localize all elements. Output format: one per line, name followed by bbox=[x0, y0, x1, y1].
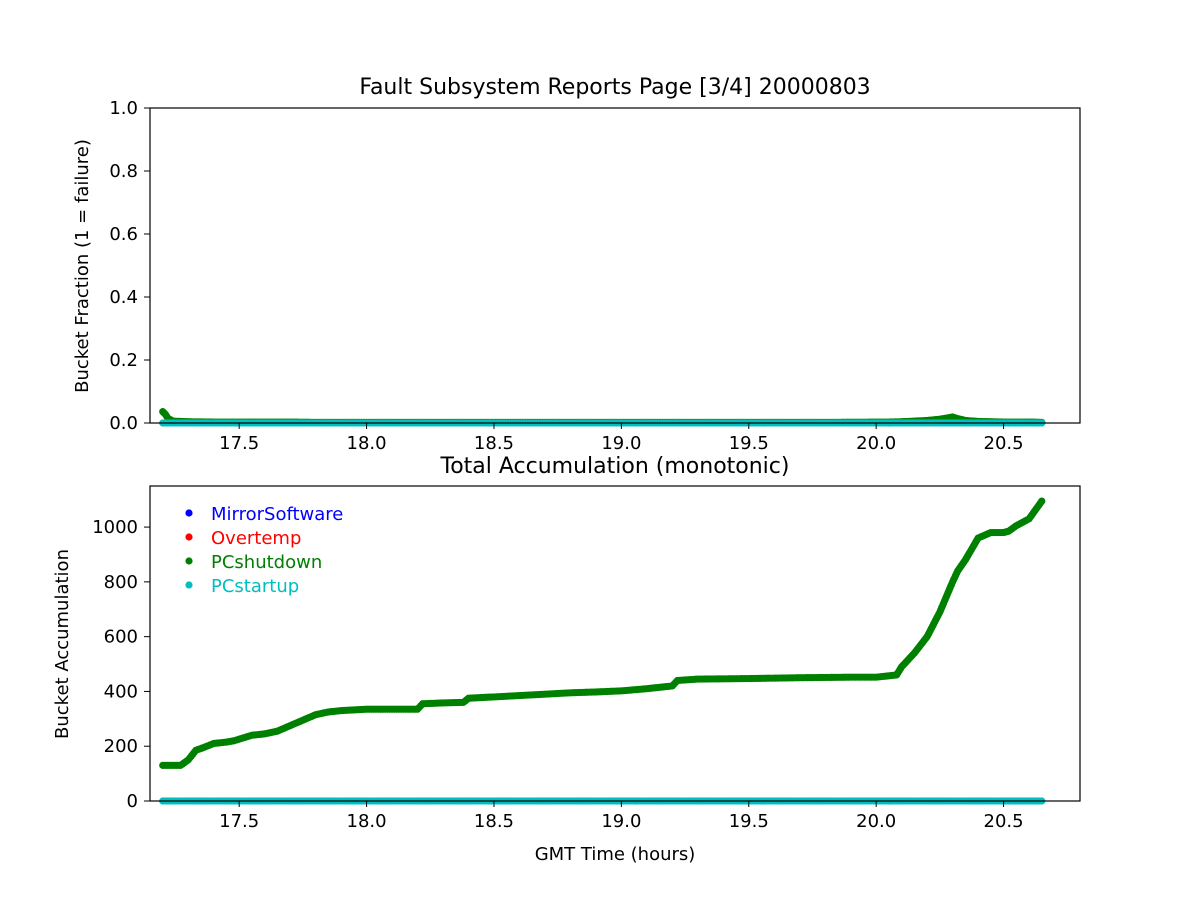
accumulation-chart-marks bbox=[159, 497, 1046, 805]
legend-label-pcstartup: PCstartup bbox=[211, 576, 299, 597]
y-tick-label: 1000 bbox=[92, 517, 138, 538]
y-tick-label: 0.2 bbox=[109, 350, 138, 371]
x-tick-label: 20.5 bbox=[984, 811, 1024, 832]
fraction-chart-axes: 17.5 18.0 18.5 19.0 19.5 20.0 20.5 0.0 0.2 0.4 0.6… bbox=[109, 98, 1023, 454]
accumulation-chart-xlabel: GMT Time (hours) bbox=[535, 844, 696, 865]
accumulation-chart-title: Total Accumulation (monotonic) bbox=[440, 454, 790, 479]
x-tick-label: 19.0 bbox=[601, 811, 641, 832]
y-tick-label: 800 bbox=[104, 572, 138, 593]
x-tick-label: 19.5 bbox=[729, 811, 769, 832]
fraction-chart-title: Fault Subsystem Reports Page [3/4] 20000… bbox=[359, 75, 870, 100]
x-tick-label: 20.5 bbox=[984, 433, 1024, 454]
legend-label-overtemp: Overtemp bbox=[211, 528, 301, 549]
accumulation-chart-legend: MirrorSoftware Overtemp PCshutdown PCstartu… bbox=[185, 504, 343, 597]
x-tick-label: 18.5 bbox=[474, 811, 514, 832]
accumulation-chart-ylabel: Bucket Accumulation bbox=[52, 549, 73, 739]
y-tick-label: 0.6 bbox=[109, 224, 138, 245]
accumulation-chart-frame bbox=[149, 485, 1081, 802]
legend-marker-overtemp bbox=[185, 533, 193, 541]
y-tick-label: 0.0 bbox=[109, 413, 138, 434]
x-tick-label: 20.0 bbox=[856, 433, 896, 454]
series-pcshutdown bbox=[159, 497, 1046, 769]
x-tick-label: 18.5 bbox=[474, 433, 514, 454]
legend-marker-pcshutdown bbox=[185, 557, 193, 565]
y-tick-label: 0 bbox=[127, 791, 138, 812]
legend-label-mirrorsoftware: MirrorSoftware bbox=[211, 504, 343, 525]
fraction-chart-frame bbox=[149, 107, 1081, 424]
legend-marker-pcstartup bbox=[185, 581, 193, 589]
x-tick-label: 17.5 bbox=[219, 433, 259, 454]
y-tick-label: 0.8 bbox=[109, 161, 138, 182]
y-tick-label: 0.4 bbox=[109, 287, 138, 308]
y-tick-label: 600 bbox=[104, 627, 138, 648]
fraction-chart: Fault Subsystem Reports Page [3/4] 20000… bbox=[72, 75, 1081, 454]
data-point bbox=[1038, 497, 1046, 505]
x-tick-label: 19.5 bbox=[729, 433, 769, 454]
fraction-chart-ylabel: Bucket Fraction (1 = failure) bbox=[72, 139, 93, 393]
fraction-chart-marks bbox=[159, 408, 1046, 427]
legend-label-pcshutdown: PCshutdown bbox=[211, 552, 322, 573]
y-tick-label: 200 bbox=[104, 736, 138, 757]
x-tick-label: 20.0 bbox=[856, 811, 896, 832]
x-tick-label: 17.5 bbox=[219, 811, 259, 832]
accumulation-chart-axes: 17.5 18.0 18.5 19.0 19.5 20.0 20.5 0 200 400 600 80… bbox=[92, 517, 1023, 832]
x-tick-label: 18.0 bbox=[347, 433, 387, 454]
accumulation-chart: Total Accumulation (monotonic) Bucket Ac… bbox=[52, 454, 1081, 865]
x-tick-label: 18.0 bbox=[347, 811, 387, 832]
legend-marker-mirrorsoftware bbox=[185, 509, 193, 517]
y-tick-label: 400 bbox=[104, 681, 138, 702]
x-tick-label: 19.0 bbox=[601, 433, 641, 454]
y-tick-label: 1.0 bbox=[109, 98, 138, 119]
